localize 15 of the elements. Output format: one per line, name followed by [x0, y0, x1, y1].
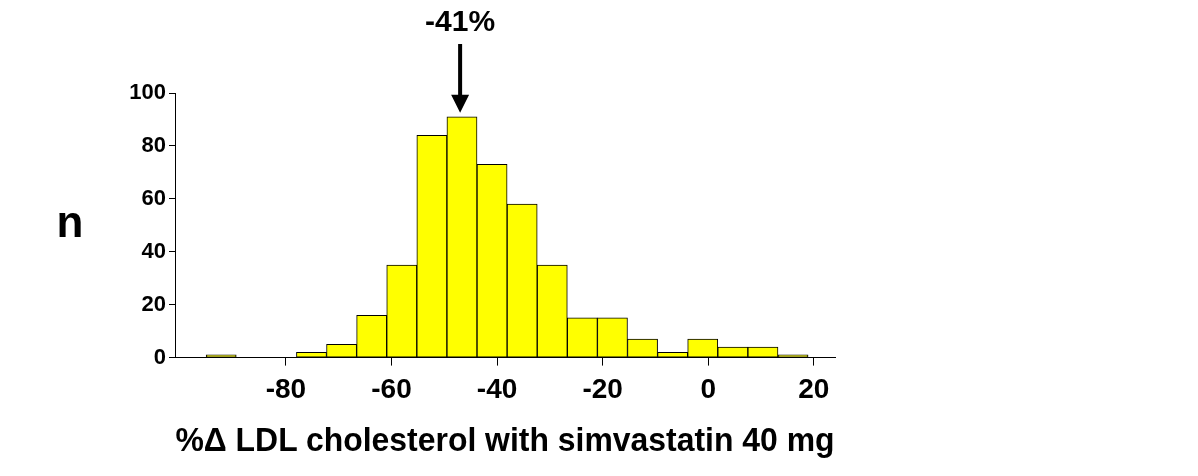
x-tick-label: -20	[582, 373, 623, 405]
y-tick-label: 60	[141, 184, 166, 210]
x-tick-label: 0	[700, 373, 717, 405]
x-axis-title: %Δ LDL cholesterol with simvastatin 40 mg	[175, 420, 835, 459]
annotation: -41%	[425, 4, 496, 38]
y-tick-label: 40	[141, 237, 166, 263]
y-tick-label: 80	[141, 131, 166, 157]
y-tick-label: 0	[153, 343, 166, 369]
x-tick-label: -40	[476, 373, 518, 405]
x-tick-label: 20	[798, 373, 830, 405]
x-tick-label: -60	[371, 373, 412, 405]
y-tick-label: 100	[129, 79, 166, 105]
y-tick-label: 20	[141, 290, 166, 316]
y-axis-title: n	[56, 197, 84, 247]
x-tick-label: -80	[265, 373, 307, 405]
